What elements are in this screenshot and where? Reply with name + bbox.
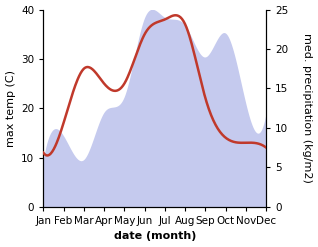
Y-axis label: med. precipitation (kg/m2): med. precipitation (kg/m2) bbox=[302, 33, 313, 183]
X-axis label: date (month): date (month) bbox=[114, 231, 196, 242]
Y-axis label: max temp (C): max temp (C) bbox=[5, 70, 16, 147]
